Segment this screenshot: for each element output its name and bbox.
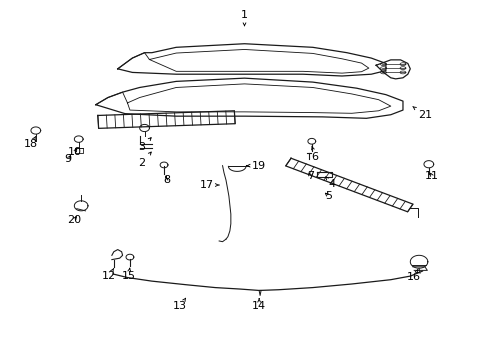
Text: 4: 4 xyxy=(325,177,335,189)
Text: 10: 10 xyxy=(68,147,81,157)
Text: 15: 15 xyxy=(121,268,135,281)
Text: 8: 8 xyxy=(163,175,170,185)
Text: 17: 17 xyxy=(199,180,219,190)
Text: 3: 3 xyxy=(138,138,151,152)
Text: 12: 12 xyxy=(102,268,116,281)
Text: 11: 11 xyxy=(425,171,438,181)
Text: 14: 14 xyxy=(251,298,265,311)
Text: 21: 21 xyxy=(412,107,431,121)
Text: 16: 16 xyxy=(407,269,420,282)
Text: 9: 9 xyxy=(64,154,71,164)
Text: 6: 6 xyxy=(311,146,318,162)
Text: 2: 2 xyxy=(138,152,151,168)
Text: 5: 5 xyxy=(324,191,331,201)
Text: 13: 13 xyxy=(173,298,187,311)
Text: 19: 19 xyxy=(246,161,265,171)
Text: 20: 20 xyxy=(67,215,81,225)
Text: 7: 7 xyxy=(306,171,313,181)
Text: 18: 18 xyxy=(24,136,38,149)
Text: 1: 1 xyxy=(241,10,247,26)
